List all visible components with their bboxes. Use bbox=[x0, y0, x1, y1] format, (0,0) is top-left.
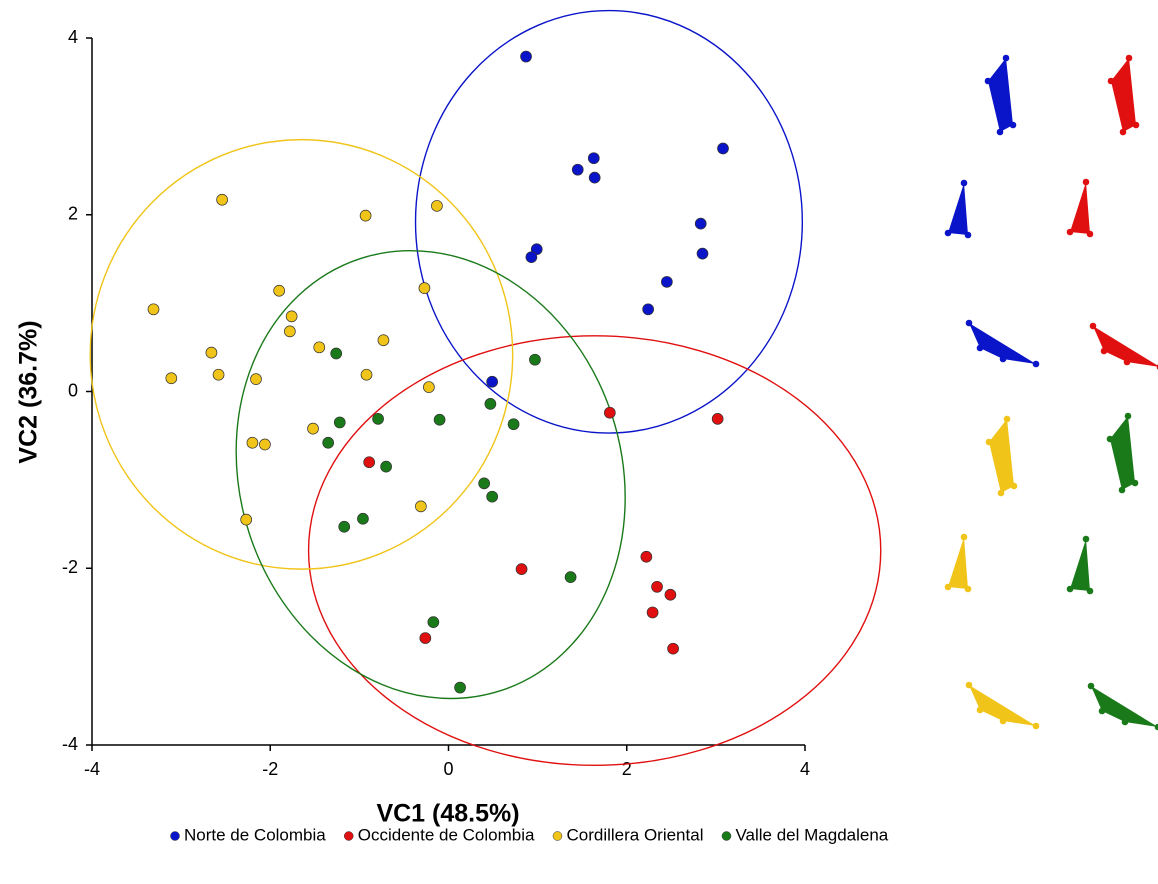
shape-glyph bbox=[1067, 179, 1094, 238]
y-tick-label: 0 bbox=[68, 380, 78, 400]
data-point bbox=[334, 417, 345, 428]
data-point bbox=[213, 369, 224, 380]
y-tick-label: 4 bbox=[68, 27, 78, 47]
legend-marker bbox=[171, 832, 180, 841]
data-point bbox=[247, 437, 258, 448]
x-axis-title: VC1 (48.5%) bbox=[376, 800, 519, 828]
data-point bbox=[668, 643, 679, 654]
data-point bbox=[652, 581, 663, 592]
data-point bbox=[323, 437, 334, 448]
data-point bbox=[250, 374, 261, 385]
x-tick-label: -4 bbox=[84, 759, 100, 779]
chart: VC1 (48.5%) VC2 (36.7%) -4 -2 0 2 4 -4 -2 0 2 4 No… bbox=[0, 0, 1158, 884]
data-point bbox=[487, 376, 498, 387]
confidence-ellipse bbox=[90, 140, 512, 570]
data-point bbox=[420, 633, 431, 644]
shape-glyph bbox=[945, 534, 972, 593]
data-point bbox=[308, 423, 319, 434]
data-point bbox=[373, 413, 384, 424]
data-point bbox=[572, 164, 583, 175]
shape-glyph bbox=[1108, 55, 1140, 136]
data-point bbox=[718, 143, 729, 154]
data-point bbox=[217, 194, 228, 205]
data-point bbox=[695, 218, 706, 229]
data-point bbox=[434, 414, 445, 425]
data-point bbox=[647, 607, 658, 618]
data-point bbox=[487, 491, 498, 502]
shape-glyph bbox=[1088, 683, 1158, 731]
x-tick-label: 2 bbox=[622, 759, 632, 779]
data-point bbox=[526, 252, 537, 263]
data-point bbox=[361, 369, 372, 380]
confidence-ellipse bbox=[309, 336, 881, 766]
data-point bbox=[661, 276, 672, 287]
data-point bbox=[589, 172, 600, 183]
data-point bbox=[286, 311, 297, 322]
data-point bbox=[643, 304, 654, 315]
data-point bbox=[665, 589, 676, 600]
legend-label: Valle del Magdalena bbox=[735, 825, 888, 844]
data-point bbox=[339, 521, 350, 532]
data-point bbox=[378, 335, 389, 346]
legend-marker bbox=[722, 832, 731, 841]
y-axis-title: VC2 (36.7%) bbox=[15, 320, 43, 463]
legend-label: Occidente de Colombia bbox=[358, 825, 535, 844]
data-point bbox=[521, 51, 532, 62]
data-point bbox=[419, 283, 430, 294]
data-point bbox=[529, 354, 540, 365]
data-point bbox=[357, 513, 368, 524]
data-point bbox=[641, 551, 652, 562]
data-point bbox=[428, 617, 439, 628]
data-point bbox=[516, 564, 527, 575]
shape-glyph bbox=[986, 416, 1018, 497]
shape-glyph bbox=[1067, 536, 1094, 595]
data-point bbox=[364, 457, 375, 468]
data-point bbox=[360, 210, 371, 221]
shape-glyph bbox=[966, 682, 1040, 730]
data-point bbox=[284, 326, 295, 337]
shape-glyph bbox=[1090, 323, 1158, 371]
shape-glyph bbox=[985, 55, 1017, 136]
data-point bbox=[431, 200, 442, 211]
data-point bbox=[697, 248, 708, 259]
shape-glyph bbox=[966, 320, 1040, 368]
data-point bbox=[423, 382, 434, 393]
data-point bbox=[206, 347, 217, 358]
data-point bbox=[166, 373, 177, 384]
x-tick-label: -2 bbox=[262, 759, 278, 779]
data-point bbox=[381, 461, 392, 472]
y-tick-label: 2 bbox=[68, 204, 78, 224]
data-point bbox=[565, 572, 576, 583]
shape-glyph bbox=[1107, 413, 1139, 494]
y-tick-label: -4 bbox=[62, 734, 78, 754]
data-point bbox=[415, 501, 426, 512]
data-point bbox=[588, 153, 599, 164]
data-point bbox=[331, 348, 342, 359]
data-point bbox=[508, 419, 519, 430]
legend-label: Cordillera Oriental bbox=[566, 825, 703, 844]
data-point bbox=[274, 285, 285, 296]
data-point bbox=[479, 478, 490, 489]
data-point bbox=[241, 514, 252, 525]
x-tick-label: 0 bbox=[443, 759, 453, 779]
legend-marker bbox=[344, 832, 353, 841]
legend-label: Norte de Colombia bbox=[184, 825, 326, 844]
data-point bbox=[485, 398, 496, 409]
data-point bbox=[259, 439, 270, 450]
shape-glyph bbox=[945, 180, 972, 239]
y-tick-label: -2 bbox=[62, 557, 78, 577]
data-point bbox=[604, 407, 615, 418]
x-tick-label: 4 bbox=[800, 759, 810, 779]
confidence-ellipse bbox=[416, 11, 803, 433]
confidence-ellipse bbox=[179, 200, 682, 750]
data-point bbox=[455, 682, 466, 693]
data-point bbox=[148, 304, 159, 315]
shape-glyphs bbox=[945, 55, 1158, 731]
data-point bbox=[712, 413, 723, 424]
legend-marker bbox=[553, 832, 562, 841]
data-point bbox=[314, 342, 325, 353]
